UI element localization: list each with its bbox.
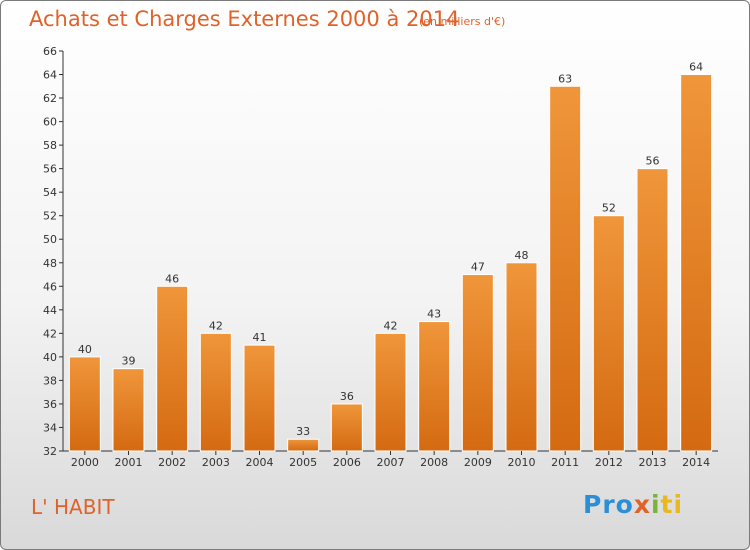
x-tick-label: 2007: [377, 456, 405, 469]
y-tick-label: 32: [43, 445, 57, 458]
y-tick-label: 54: [43, 186, 57, 199]
bar: [636, 168, 669, 452]
unit-note: (en milliers d'€): [419, 15, 506, 28]
x-tick-label: 2000: [71, 456, 99, 469]
data-label: 63: [558, 72, 572, 85]
y-tick-label: 34: [43, 421, 57, 434]
x-tick-label: 2012: [595, 456, 623, 469]
data-label: 48: [515, 249, 529, 262]
bar: [374, 332, 407, 452]
data-label: 64: [689, 61, 703, 74]
bar: [418, 321, 451, 452]
bar: [592, 215, 625, 452]
y-tick-label: 36: [43, 398, 57, 411]
data-label: 41: [253, 331, 267, 344]
data-label: 47: [471, 261, 485, 274]
y-tick-label: 40: [43, 351, 57, 364]
proxiti-logo[interactable]: Proxiti: [583, 490, 683, 519]
data-label: 33: [296, 425, 310, 438]
bar: [680, 74, 713, 452]
bar: [68, 356, 101, 452]
bar: [243, 344, 276, 452]
data-label: 46: [165, 272, 179, 285]
x-tick-label: 2005: [289, 456, 317, 469]
data-label: 36: [340, 390, 354, 403]
y-tick-label: 58: [43, 139, 57, 152]
x-tick-label: 2004: [246, 456, 274, 469]
y-tick-label: 44: [43, 304, 57, 317]
x-tick-label: 2010: [508, 456, 536, 469]
chart-title: Achats et Charges Externes 2000 à 2014: [29, 7, 460, 31]
data-label: 42: [384, 319, 398, 332]
y-tick-label: 48: [43, 257, 57, 270]
commune-name: L' HABIT: [31, 495, 115, 519]
y-tick-label: 56: [43, 163, 57, 176]
bar: [330, 403, 363, 452]
y-tick-label: 38: [43, 374, 57, 387]
bar: [505, 262, 538, 452]
bar: [549, 85, 582, 452]
bar: [461, 274, 494, 452]
logo-part-4: ti: [660, 490, 684, 519]
y-tick-label: 46: [43, 280, 57, 293]
bar: [199, 332, 232, 452]
x-tick-label: 2006: [333, 456, 361, 469]
data-label: 52: [602, 202, 616, 215]
y-tick-label: 64: [43, 69, 57, 82]
y-tick-label: 62: [43, 92, 57, 105]
bar: [112, 368, 145, 452]
x-tick-label: 2013: [639, 456, 667, 469]
data-label: 43: [427, 308, 441, 321]
bar: [156, 285, 189, 452]
y-tick-label: 60: [43, 116, 57, 129]
y-tick-label: 42: [43, 327, 57, 340]
x-tick-label: 2014: [682, 456, 710, 469]
bar: [287, 438, 320, 452]
x-tick-label: 2011: [551, 456, 579, 469]
y-tick-label: 50: [43, 233, 57, 246]
logo-part-1: Pro: [583, 490, 634, 519]
data-label: 39: [122, 355, 136, 368]
logo-part-3: i: [650, 490, 661, 519]
data-label: 40: [78, 343, 92, 356]
y-tick-label: 52: [43, 210, 57, 223]
logo-part-2: x: [633, 490, 651, 519]
data-label: 56: [646, 155, 660, 168]
x-tick-label: 2008: [420, 456, 448, 469]
x-tick-label: 2002: [158, 456, 186, 469]
x-tick-label: 2003: [202, 456, 230, 469]
y-tick-label: 66: [43, 45, 57, 58]
data-label: 42: [209, 319, 223, 332]
x-tick-label: 2009: [464, 456, 492, 469]
x-tick-label: 2001: [115, 456, 143, 469]
